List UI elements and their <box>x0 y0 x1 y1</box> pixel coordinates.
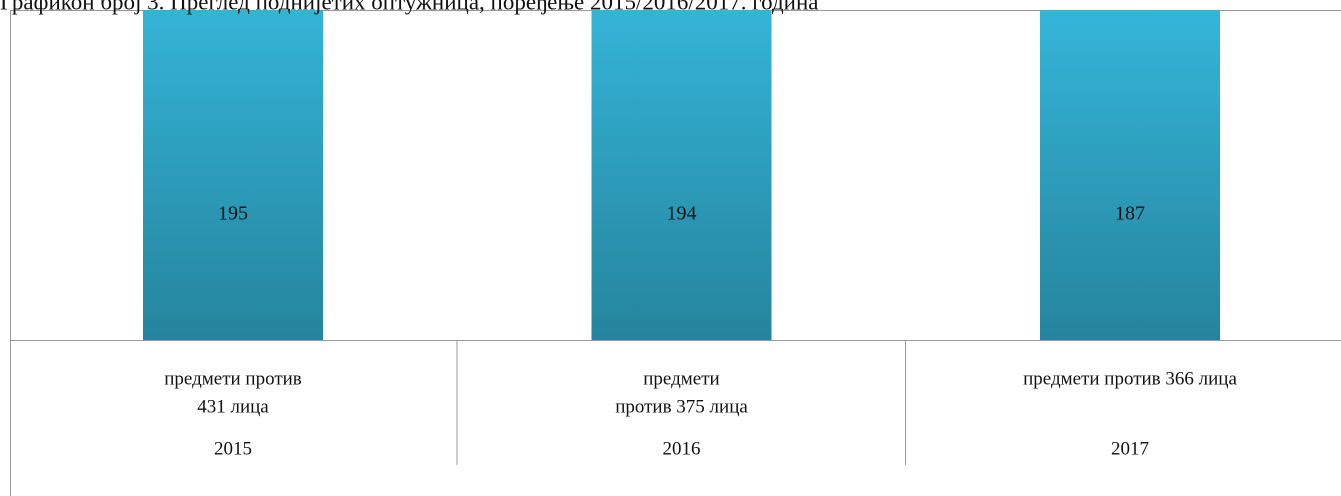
group-label: 2016 <box>663 438 701 459</box>
value-label: 195 <box>218 203 248 225</box>
x-tick-label: предмети против 366 лица <box>1023 368 1237 389</box>
group-label: 2015 <box>214 438 252 459</box>
x-tick-label: против 375 лица <box>615 396 748 417</box>
bar <box>143 10 323 340</box>
value-label: 187 <box>1115 203 1145 225</box>
bar <box>1040 10 1220 340</box>
group-label: 2017 <box>1111 438 1149 459</box>
bar <box>591 10 772 340</box>
value-label: 194 <box>667 203 697 225</box>
plot-area <box>143 10 1220 340</box>
x-tick-label: предмети против <box>164 368 302 389</box>
x-tick-label: 431 лица <box>197 396 269 417</box>
x-tick-label: предмети <box>643 368 719 389</box>
chart-title: Графикон број 3. Преглед поднијетих опту… <box>0 0 818 14</box>
